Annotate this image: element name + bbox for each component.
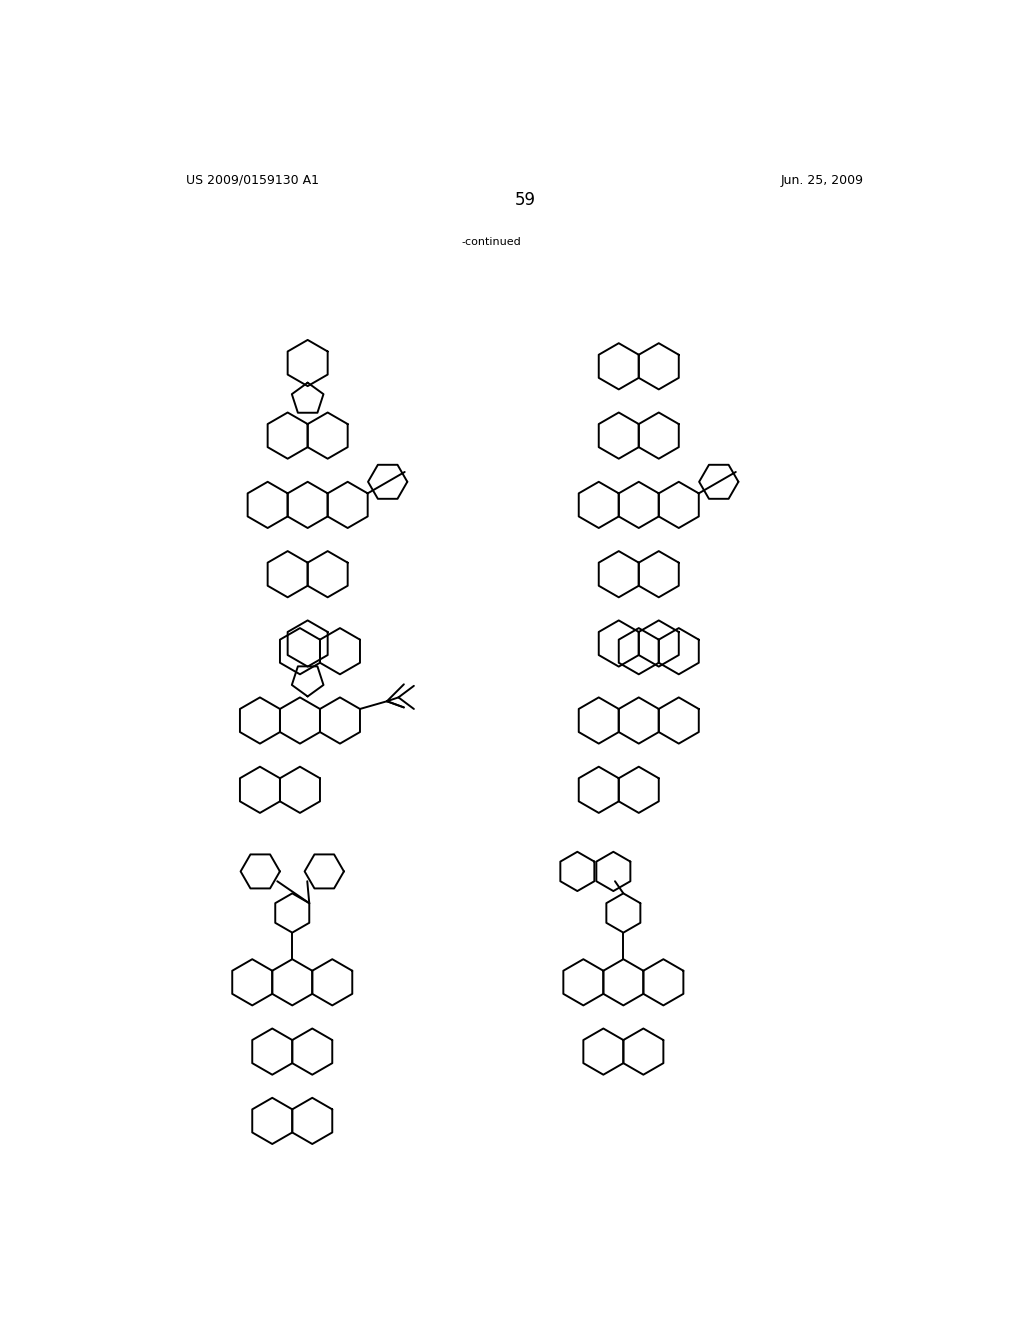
Text: US 2009/0159130 A1: US 2009/0159130 A1 (186, 174, 319, 187)
Text: 59: 59 (514, 191, 536, 209)
Text: -continued: -continued (462, 238, 521, 247)
Text: Jun. 25, 2009: Jun. 25, 2009 (780, 174, 863, 187)
